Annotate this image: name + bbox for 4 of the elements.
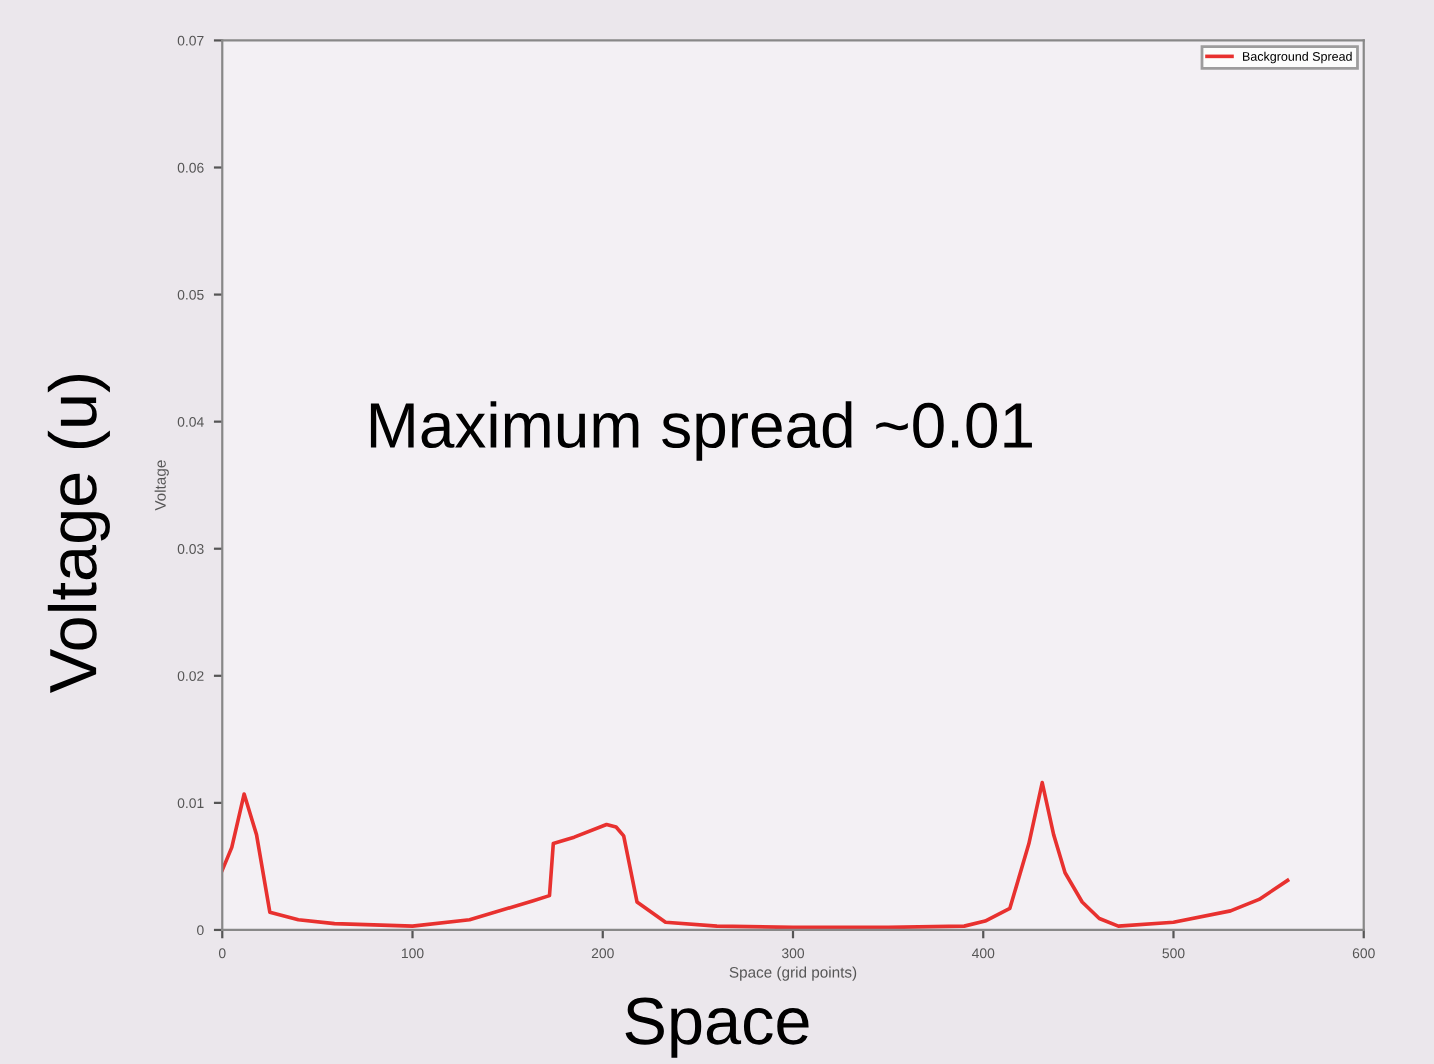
line-series	[222, 780, 1290, 930]
annotation: Maximum spread ~0.01	[370, 401, 1032, 461]
text: Voltage (u)	[47, 374, 110, 693]
text: Space	[625, 997, 809, 1058]
